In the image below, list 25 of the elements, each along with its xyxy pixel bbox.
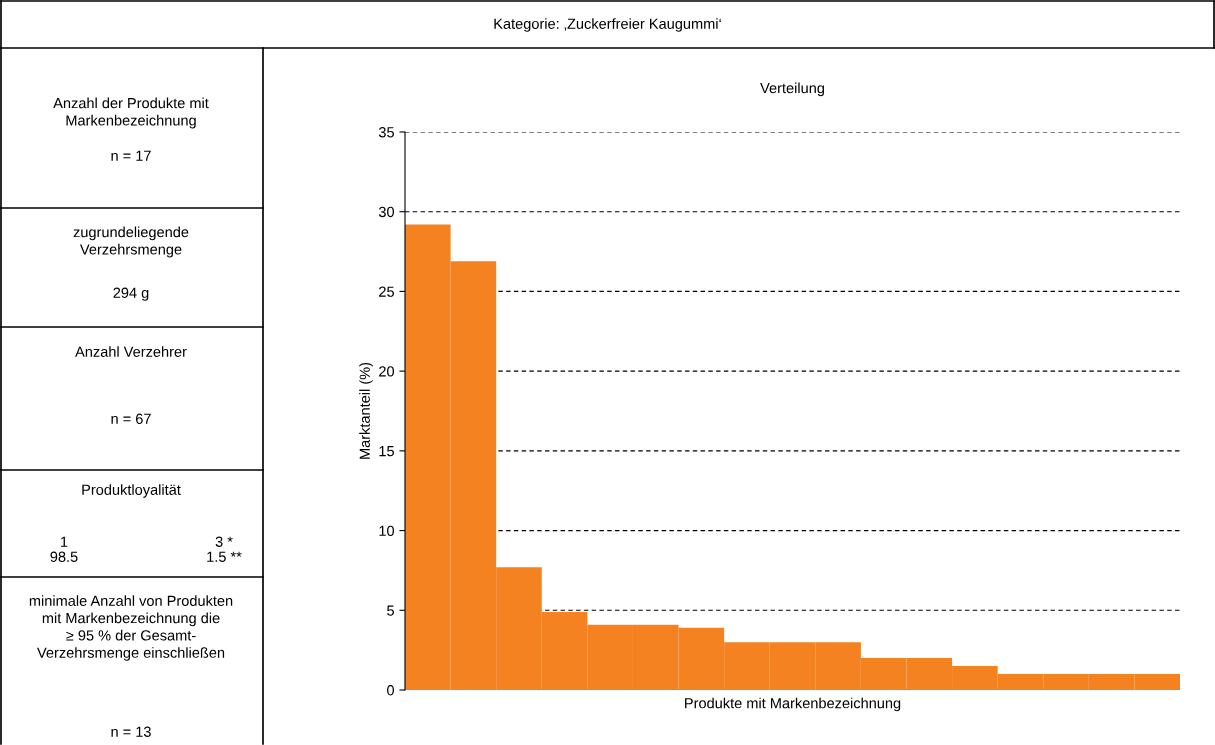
- y-tick-label: 35: [378, 127, 394, 138]
- text: n = 67: [111, 413, 151, 424]
- text: Produktloyalität: [82, 484, 181, 498]
- chart-title: Verteilung: [760, 82, 824, 97]
- text: n = 13: [111, 726, 151, 737]
- y-tick-label: 5: [387, 605, 394, 616]
- text: Kategorie: ‚Zuckerfreier Kaugummi‘: [494, 18, 721, 32]
- y-tick-label: 15: [379, 446, 394, 457]
- y-tick-label: 20: [379, 366, 395, 377]
- text: 98.5: [50, 551, 78, 562]
- y-tick-label: 10: [379, 525, 395, 536]
- y-tick-label: 25: [379, 286, 394, 297]
- text: 294 g: [113, 287, 149, 301]
- x-axis-title: Produkte mit Markenbezeichnung: [685, 697, 901, 712]
- text: n = 17: [111, 150, 151, 161]
- y-tick-label: 30: [378, 206, 395, 218]
- text: 1: [61, 536, 68, 547]
- text: Anzahl Verzehrer: [75, 346, 187, 357]
- text: minimale Anzahl von Produkten mit Markenbezeichnung die ≥ 95 % der Gesamt- Verzehrsmenge einschließen: [29, 595, 233, 661]
- text: zugrundeliegende Verzehrsmenge: [73, 226, 189, 258]
- text: 1.5 **: [207, 551, 242, 562]
- y-axis-title: Marktanteil (%): [359, 362, 373, 459]
- y-tick-label: 0: [387, 685, 395, 696]
- text: 3 *: [215, 536, 233, 547]
- text: Anzahl der Produkte mit Markenbezeichnung: [53, 97, 209, 129]
